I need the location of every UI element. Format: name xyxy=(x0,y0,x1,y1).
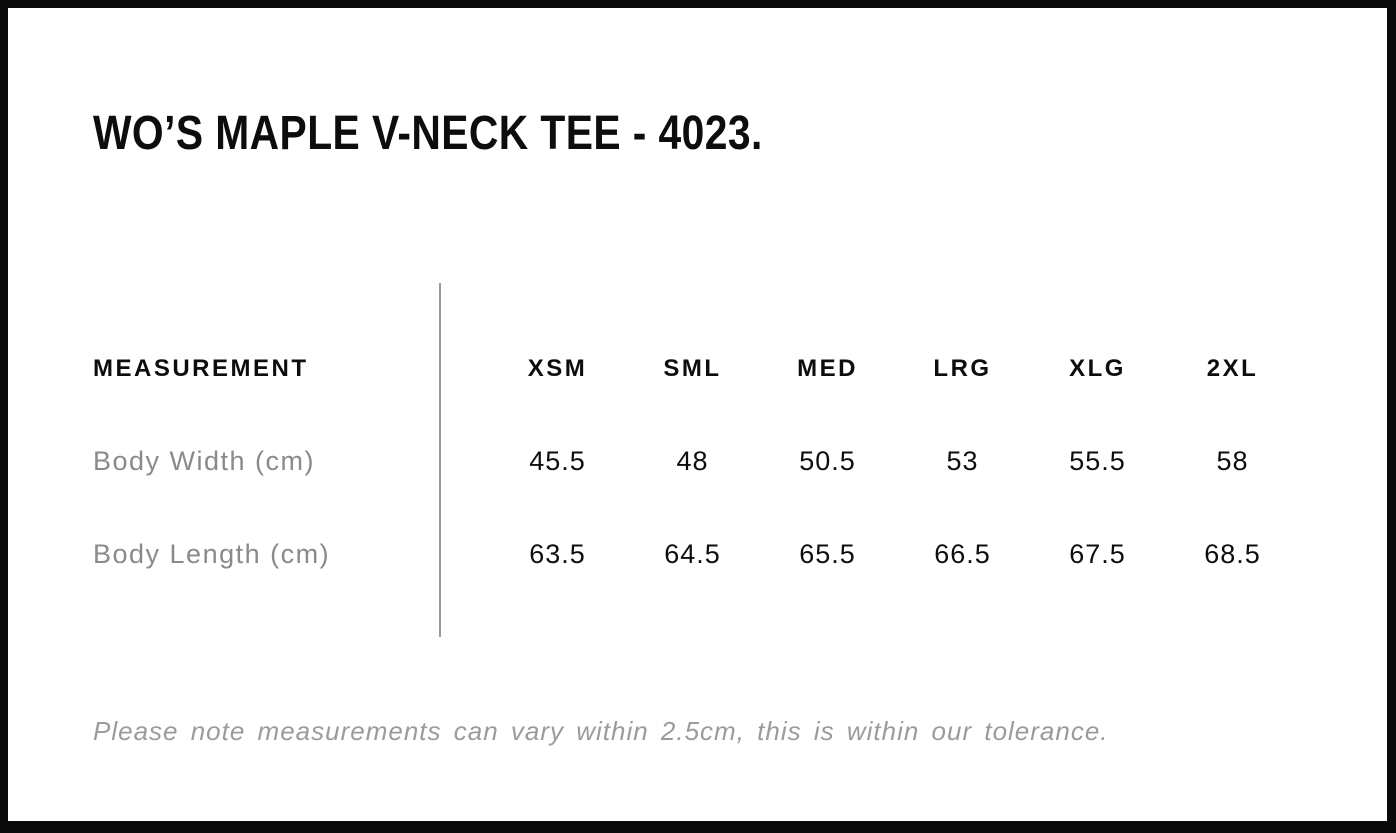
size-column-header-xsm: XSM xyxy=(527,355,588,382)
row-label-body-width: Body Width (cm) xyxy=(93,446,316,476)
size-column-header-sml: SML xyxy=(663,355,722,382)
table-row-body-length: Body Length (cm) 63.5 64.5 65.5 66.5 67.… xyxy=(93,534,1299,574)
size-column-header-xlg: XLG xyxy=(1069,355,1126,382)
size-column-header-lrg: LRG xyxy=(933,355,992,382)
body-width-med-value: 50.5 xyxy=(799,446,856,476)
body-length-med-value: 65.5 xyxy=(799,539,856,569)
body-length-2xl-value: 68.5 xyxy=(1204,539,1261,569)
row-label-body-length: Body Length (cm) xyxy=(93,539,331,569)
body-width-lrg-value: 53 xyxy=(946,446,979,476)
table-row-body-width: Body Width (cm) 45.5 48 50.5 53 55.5 58 xyxy=(93,441,1299,481)
measurement-column-header: MEASUREMENT xyxy=(93,355,309,382)
body-width-xlg-value: 55.5 xyxy=(1069,446,1126,476)
body-length-sml-value: 64.5 xyxy=(664,539,721,569)
body-width-sml-value: 48 xyxy=(676,446,709,476)
size-column-header-2xl: 2XL xyxy=(1206,355,1259,382)
body-width-xsm-value: 45.5 xyxy=(529,446,586,476)
body-width-2xl-value: 58 xyxy=(1216,446,1249,476)
product-title: WO’S MAPLE V-NECK TEE - 4023. xyxy=(93,107,763,160)
body-length-lrg-value: 66.5 xyxy=(934,539,991,569)
tolerance-note: Please note measurements can vary within… xyxy=(93,716,1109,746)
body-length-xlg-value: 67.5 xyxy=(1069,539,1126,569)
size-column-header-med: MED xyxy=(797,355,858,382)
body-length-xsm-value: 63.5 xyxy=(529,539,586,569)
size-chart-header-row: MEASUREMENT XSM SML MED LRG XLG 2XL xyxy=(93,349,1299,389)
column-divider xyxy=(439,283,441,637)
size-chart-page: WO’S MAPLE V-NECK TEE - 4023. MEASUREMEN… xyxy=(8,8,1387,821)
